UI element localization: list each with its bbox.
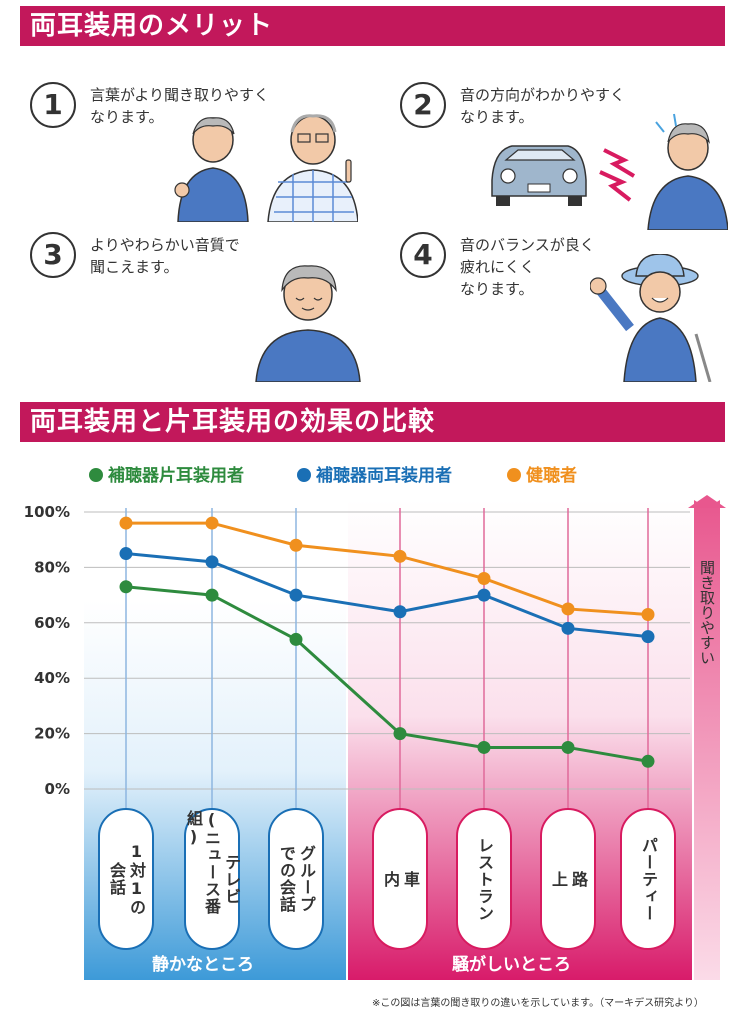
category-label: 内	[381, 870, 400, 888]
legend-marker	[507, 468, 521, 482]
category-label: パーティー	[639, 836, 658, 922]
category-label: 路	[569, 870, 588, 888]
data-point	[477, 571, 491, 585]
category-box: レストラン	[456, 808, 512, 950]
data-point	[561, 621, 575, 635]
y-tick-label: 40%	[34, 669, 70, 687]
arrow-label: 聞き取りやすい	[698, 560, 716, 665]
data-point	[477, 588, 491, 602]
category-box: パーティー	[620, 808, 676, 950]
category-label: レストラン	[475, 836, 494, 922]
category-label: (ニュース番組)	[184, 810, 221, 915]
category-box: 車内	[372, 808, 428, 950]
category-label: 車	[401, 870, 420, 888]
merit-3: 3 よりやわらかい音質で 聞こえます。	[30, 232, 361, 382]
category-label: での会話	[277, 845, 296, 913]
arrow-up-icon	[694, 500, 720, 980]
data-point	[205, 588, 219, 602]
category-box: 路上	[540, 808, 596, 950]
noisy-zone-label: 騒がしいところ	[452, 955, 571, 975]
legend-marker	[297, 468, 311, 482]
y-tick-label: 100%	[24, 503, 70, 521]
data-point	[641, 607, 655, 621]
legend-marker	[89, 468, 103, 482]
merit-1: 1 言葉がより聞き取りやすく なります。	[30, 82, 360, 232]
smiling-woman-illustration	[255, 265, 361, 382]
cheerful-woman-hat-illustration	[590, 254, 712, 382]
merit-3-number: 3	[30, 232, 76, 278]
data-point	[561, 602, 575, 616]
category-label: グループ	[297, 845, 316, 913]
data-point	[119, 580, 133, 594]
category-label: 会話	[107, 862, 126, 896]
data-point	[205, 555, 219, 569]
y-tick-label: 20%	[34, 725, 70, 743]
comparison-banner: 両耳装用と片耳装用の効果の比較	[20, 402, 725, 442]
merit-1-number: 1	[30, 82, 76, 128]
data-point	[119, 516, 133, 530]
merit-3-text: よりやわらかい音質で 聞こえます。	[90, 236, 240, 276]
legend-label: 補聴器両耳装用者	[315, 465, 452, 486]
data-point	[561, 740, 575, 754]
car-horn-illustration	[491, 113, 728, 230]
category-label: 上	[549, 870, 568, 888]
merit-1-text: 言葉がより聞き取りやすく なります。	[90, 86, 269, 126]
elderly-couple-illustration	[174, 114, 358, 222]
merit-4: 4 音のバランスが良く 疲れにくく なります。	[400, 232, 730, 382]
merit-2-number: 2	[400, 82, 446, 128]
data-point	[289, 588, 303, 602]
y-tick-label: 80%	[34, 558, 70, 576]
merits-banner: 両耳装用のメリット	[20, 6, 725, 46]
data-point	[477, 740, 491, 754]
category-box: テレビ (ニュース番組)	[184, 808, 241, 950]
quiet-zone-label: 静かなところ	[152, 955, 254, 975]
legend-label: 補聴器片耳装用者	[107, 465, 244, 486]
footnote: ※この図は言葉の聞き取りの違いを示しています。（マーキデス研究より）	[372, 998, 704, 1009]
legend-label: 健聴者	[526, 465, 577, 486]
category-label: 1対1の	[127, 842, 146, 916]
data-point	[641, 630, 655, 644]
data-point	[641, 754, 655, 768]
y-tick-label: 60%	[34, 614, 70, 632]
merit-2-text: 音の方向がわかりやすく なります。	[460, 86, 626, 126]
merit-4-text: 音のバランスが良く 疲れにくく なります。	[460, 236, 595, 298]
data-point	[205, 516, 219, 530]
data-point	[393, 605, 407, 619]
data-point	[393, 727, 407, 741]
data-point	[393, 549, 407, 563]
data-point	[289, 538, 303, 552]
category-box: 1対1の 会話	[98, 808, 154, 950]
data-point	[289, 632, 303, 646]
data-point	[119, 547, 133, 561]
category-box: グループ での会話	[268, 808, 324, 950]
y-tick-label: 0%	[45, 780, 70, 798]
merit-2: 2 音の方向がわかりやすく なります。	[400, 82, 730, 232]
merit-4-number: 4	[400, 232, 446, 278]
category-label: テレビ	[222, 853, 241, 905]
